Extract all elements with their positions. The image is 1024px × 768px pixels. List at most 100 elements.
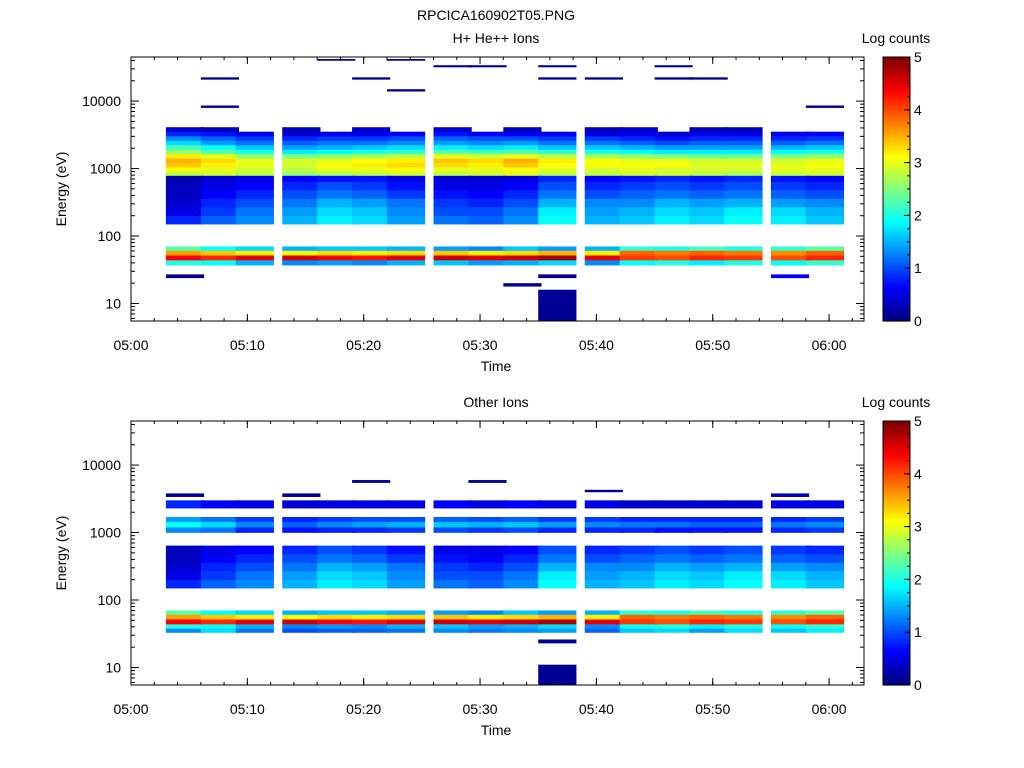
- colorbar-segment: [883, 523, 910, 528]
- heatmap-cell: [165, 131, 205, 137]
- heatmap-cell: [538, 624, 577, 629]
- heatmap-cell: [654, 545, 693, 555]
- colorbar-segment: [883, 194, 910, 198]
- colorbar-segment: [883, 72, 910, 77]
- colorbar-segment: [883, 513, 910, 517]
- heatmap-cell: [317, 136, 356, 141]
- heatmap-cell: [165, 500, 205, 509]
- heatmap-cell: [584, 255, 623, 261]
- colorbar-segment: [883, 487, 910, 491]
- heatmap-cell: [433, 521, 472, 528]
- heatmap-cell: [619, 171, 658, 177]
- panel-title: Other Ions: [463, 394, 528, 410]
- heatmap-cell: [352, 190, 391, 199]
- heatmap-cell: [724, 190, 763, 199]
- heatmap-cell: [468, 628, 507, 633]
- heatmap-cell: [619, 149, 658, 155]
- heatmap-cell: [619, 610, 658, 615]
- heatmap-cell: [317, 215, 356, 225]
- heatmap-cell: [352, 136, 391, 141]
- colorbar-segment: [883, 133, 910, 137]
- heatmap-cell: [503, 619, 542, 625]
- heatmap-cell: [654, 554, 693, 563]
- colorbar-segment: [883, 67, 910, 71]
- colorbar-segment: [883, 637, 910, 641]
- heatmap-cell: [654, 570, 693, 580]
- colorbar-segment: [883, 136, 910, 140]
- heatmap-cell: [282, 610, 321, 615]
- heatmap-cell: [538, 610, 577, 615]
- heatmap-cell: [619, 545, 658, 555]
- heatmap-cell: [282, 521, 321, 528]
- heatmap-cell: [724, 610, 763, 615]
- heatmap-cell: [352, 215, 391, 225]
- heatmap-cell: [770, 175, 810, 182]
- heatmap-cell: [805, 628, 845, 633]
- heatmap-cell: [619, 162, 658, 168]
- colorbar-segment: [883, 619, 910, 623]
- heatmap-cell: [770, 246, 810, 251]
- heatmap-cell: [689, 260, 728, 266]
- heatmap-cell: [352, 140, 391, 146]
- colorbar-segment: [883, 144, 910, 148]
- colorbar-segment: [883, 173, 910, 177]
- heatmap-cell: [619, 516, 658, 522]
- colorbar-segment: [883, 260, 910, 264]
- heatmap-cell: [433, 545, 472, 555]
- heatmap-cell: [584, 500, 623, 509]
- heatmap-cell: [503, 570, 542, 580]
- heatmap-cell: [317, 181, 356, 191]
- heatmap-cell: [619, 144, 658, 150]
- heatmap-cell: [724, 144, 763, 150]
- heatmap-cell: [386, 215, 426, 225]
- colorbar-segment: [883, 305, 910, 309]
- heatmap-cell: [805, 570, 845, 580]
- heatmap-cell: [468, 554, 507, 563]
- heatmap-cell: [386, 206, 426, 216]
- heatmap-cell: [619, 181, 658, 191]
- heatmap-cell: [805, 614, 845, 620]
- colorbar-segment: [883, 545, 910, 549]
- heatmap-cell: [282, 614, 321, 620]
- heatmap-cell: [165, 255, 205, 261]
- heatmap-cell: [654, 624, 693, 629]
- heatmap-cell: [805, 149, 845, 155]
- colorbar-segment: [883, 189, 910, 193]
- colorbar-segment: [883, 426, 910, 430]
- heatmap-cell: [770, 149, 810, 155]
- heatmap-cell: [584, 206, 623, 216]
- heatmap-cell: [538, 175, 577, 182]
- colorbar-segment: [883, 455, 910, 459]
- heatmap-cell: [235, 500, 274, 509]
- heatmap-cell: [619, 554, 658, 563]
- heatmap-cell: [317, 260, 356, 266]
- heatmap-cell: [689, 175, 728, 182]
- colorbar-segment: [883, 508, 910, 512]
- heatmap-cell: [165, 260, 205, 266]
- heatmap-cell: [386, 628, 426, 633]
- colorbar-segment: [883, 463, 910, 467]
- heatmap-cell: [386, 624, 426, 629]
- heatmap-cell: [235, 260, 274, 266]
- colorbar: 0 1 2 3 4 5: [882, 413, 922, 693]
- heatmap-cell: [317, 198, 356, 208]
- heatmap-cell: [689, 206, 728, 216]
- heatmap-cell: [805, 610, 845, 615]
- heatmap-cell: [468, 175, 507, 182]
- heatmap-cell: [317, 545, 356, 555]
- heatmap-cell: [200, 255, 240, 261]
- x-axis-label: Time: [481, 358, 512, 374]
- colorbar-segment: [883, 315, 910, 319]
- heatmap-cell: [538, 570, 577, 580]
- heatmap-cell: [200, 250, 240, 256]
- heatmap-cell: [386, 527, 426, 533]
- heatmap-cell: [317, 190, 356, 199]
- colorbar-segment: [883, 582, 910, 586]
- heatmap-cell: [689, 614, 728, 620]
- heatmap-cell: [584, 77, 623, 80]
- heatmap-cell: [282, 171, 321, 177]
- heatmap-cell: [538, 639, 577, 644]
- heatmap-cell: [724, 255, 763, 261]
- colorbar-tick-label: 5: [914, 413, 922, 429]
- heatmap-cell: [165, 140, 205, 146]
